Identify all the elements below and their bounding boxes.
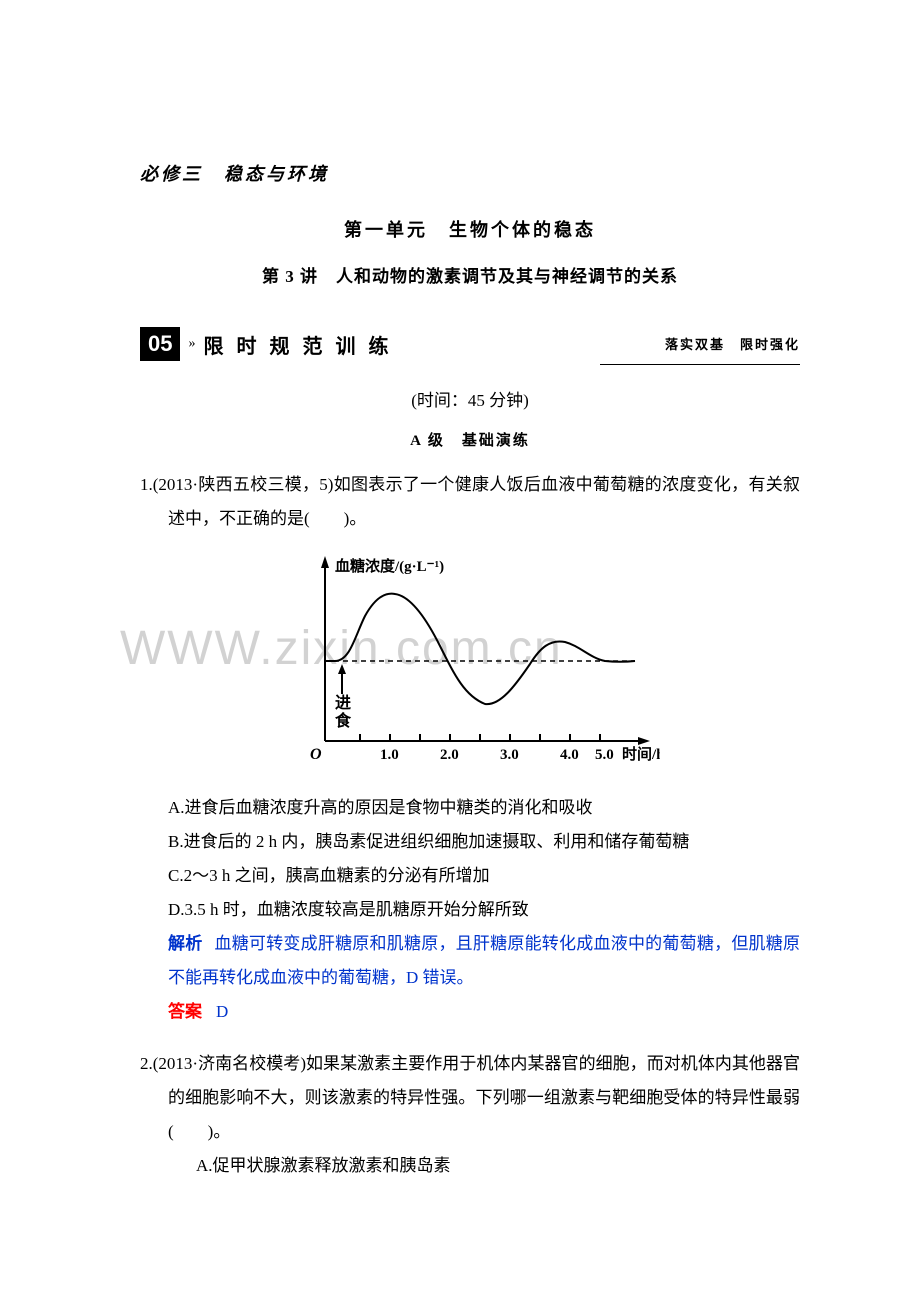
chart-xtick-5: 5.0: [595, 747, 614, 763]
q1-stem: 1.(2013·陕西五校三模，5)如图表示了一个健康人饭后血液中葡萄糖的浓度变化…: [140, 468, 800, 536]
q1-explanation-text: 血糖可转变成肝糖原和肌糖原，且肝糖原能转化成血液中的葡萄糖，但肌糖原不能再转化成…: [168, 934, 800, 987]
chart-eat-label-2: 食: [334, 711, 352, 730]
chart-origin: O: [310, 746, 322, 763]
q1-answer-text: D: [216, 1002, 228, 1021]
q1-option-d: D.3.5 h 时，血糖浓度较高是肌糖原开始分解所致: [140, 893, 800, 927]
q1-chart-container: WWW.zixin.com.cn 血糖浓度/(g·L⁻¹) 进 食 1.0: [140, 546, 800, 776]
level-title: A 级 基础演练: [140, 429, 800, 450]
chart-xtick-2: 2.0: [440, 747, 459, 763]
chart-xtick-3: 3.0: [500, 747, 519, 763]
q2-option-a: A.促甲状腺激素释放激素和胰岛素: [140, 1149, 800, 1183]
chapter-title: 必修三 稳态与环境: [140, 160, 800, 186]
q1-explanation-label: 解析: [168, 934, 202, 953]
q1-option-a: A.进食后血糖浓度升高的原因是食物中糖类的消化和吸收: [140, 791, 800, 825]
question-2: 2.(2013·济南名校模考)如果某激素主要作用于机体内某器官的细胞，而对机体内…: [140, 1047, 800, 1183]
lecture-title: 第 3 讲 人和动物的激素调节及其与神经调节的关系: [140, 262, 800, 287]
chart-xtick-4: 4.0: [560, 747, 579, 763]
q1-chart: 血糖浓度/(g·L⁻¹) 进 食 1.0 2.0 3.0 4.0 5.0: [280, 546, 660, 776]
question-1: 1.(2013·陕西五校三模，5)如图表示了一个健康人饭后血液中葡萄糖的浓度变化…: [140, 468, 800, 1029]
section-header: 05 » 限 时 规 范 训 练 落实双基 限时强化: [140, 327, 800, 361]
q1-explanation: 解析血糖可转变成肝糖原和肌糖原，且肝糖原能转化成血液中的葡萄糖，但肌糖原不能再转…: [140, 927, 800, 995]
q2-stem: 2.(2013·济南名校模考)如果某激素主要作用于机体内某器官的细胞，而对机体内…: [140, 1047, 800, 1149]
section-number-badge: 05: [140, 327, 180, 361]
section-arrow-icon: »: [188, 336, 195, 352]
q1-answer-label: 答案: [168, 1002, 202, 1021]
q1-option-b: B.进食后的 2 h 内，胰岛素促进组织细胞加速摄取、利用和储存葡萄糖: [140, 825, 800, 859]
chart-eat-label-1: 进: [335, 694, 351, 712]
chart-y-label: 血糖浓度/(g·L⁻¹): [335, 557, 444, 575]
section-header-left: 05 » 限 时 规 范 训 练: [140, 327, 392, 361]
section-right-text: 落实双基 限时强化: [665, 334, 800, 355]
section-name: 限 时 规 范 训 练: [203, 330, 392, 359]
time-limit: (时间：45 分钟): [140, 386, 800, 411]
q1-answer: 答案 D: [140, 995, 800, 1029]
chart-xtick-1: 1.0: [380, 747, 399, 763]
chart-x-label: 时间/h: [622, 745, 660, 763]
unit-title: 第一单元 生物个体的稳态: [140, 216, 800, 242]
q1-option-c: C.2～3 h 之间，胰高血糖素的分泌有所增加: [140, 859, 800, 893]
section-underline: [600, 364, 800, 365]
